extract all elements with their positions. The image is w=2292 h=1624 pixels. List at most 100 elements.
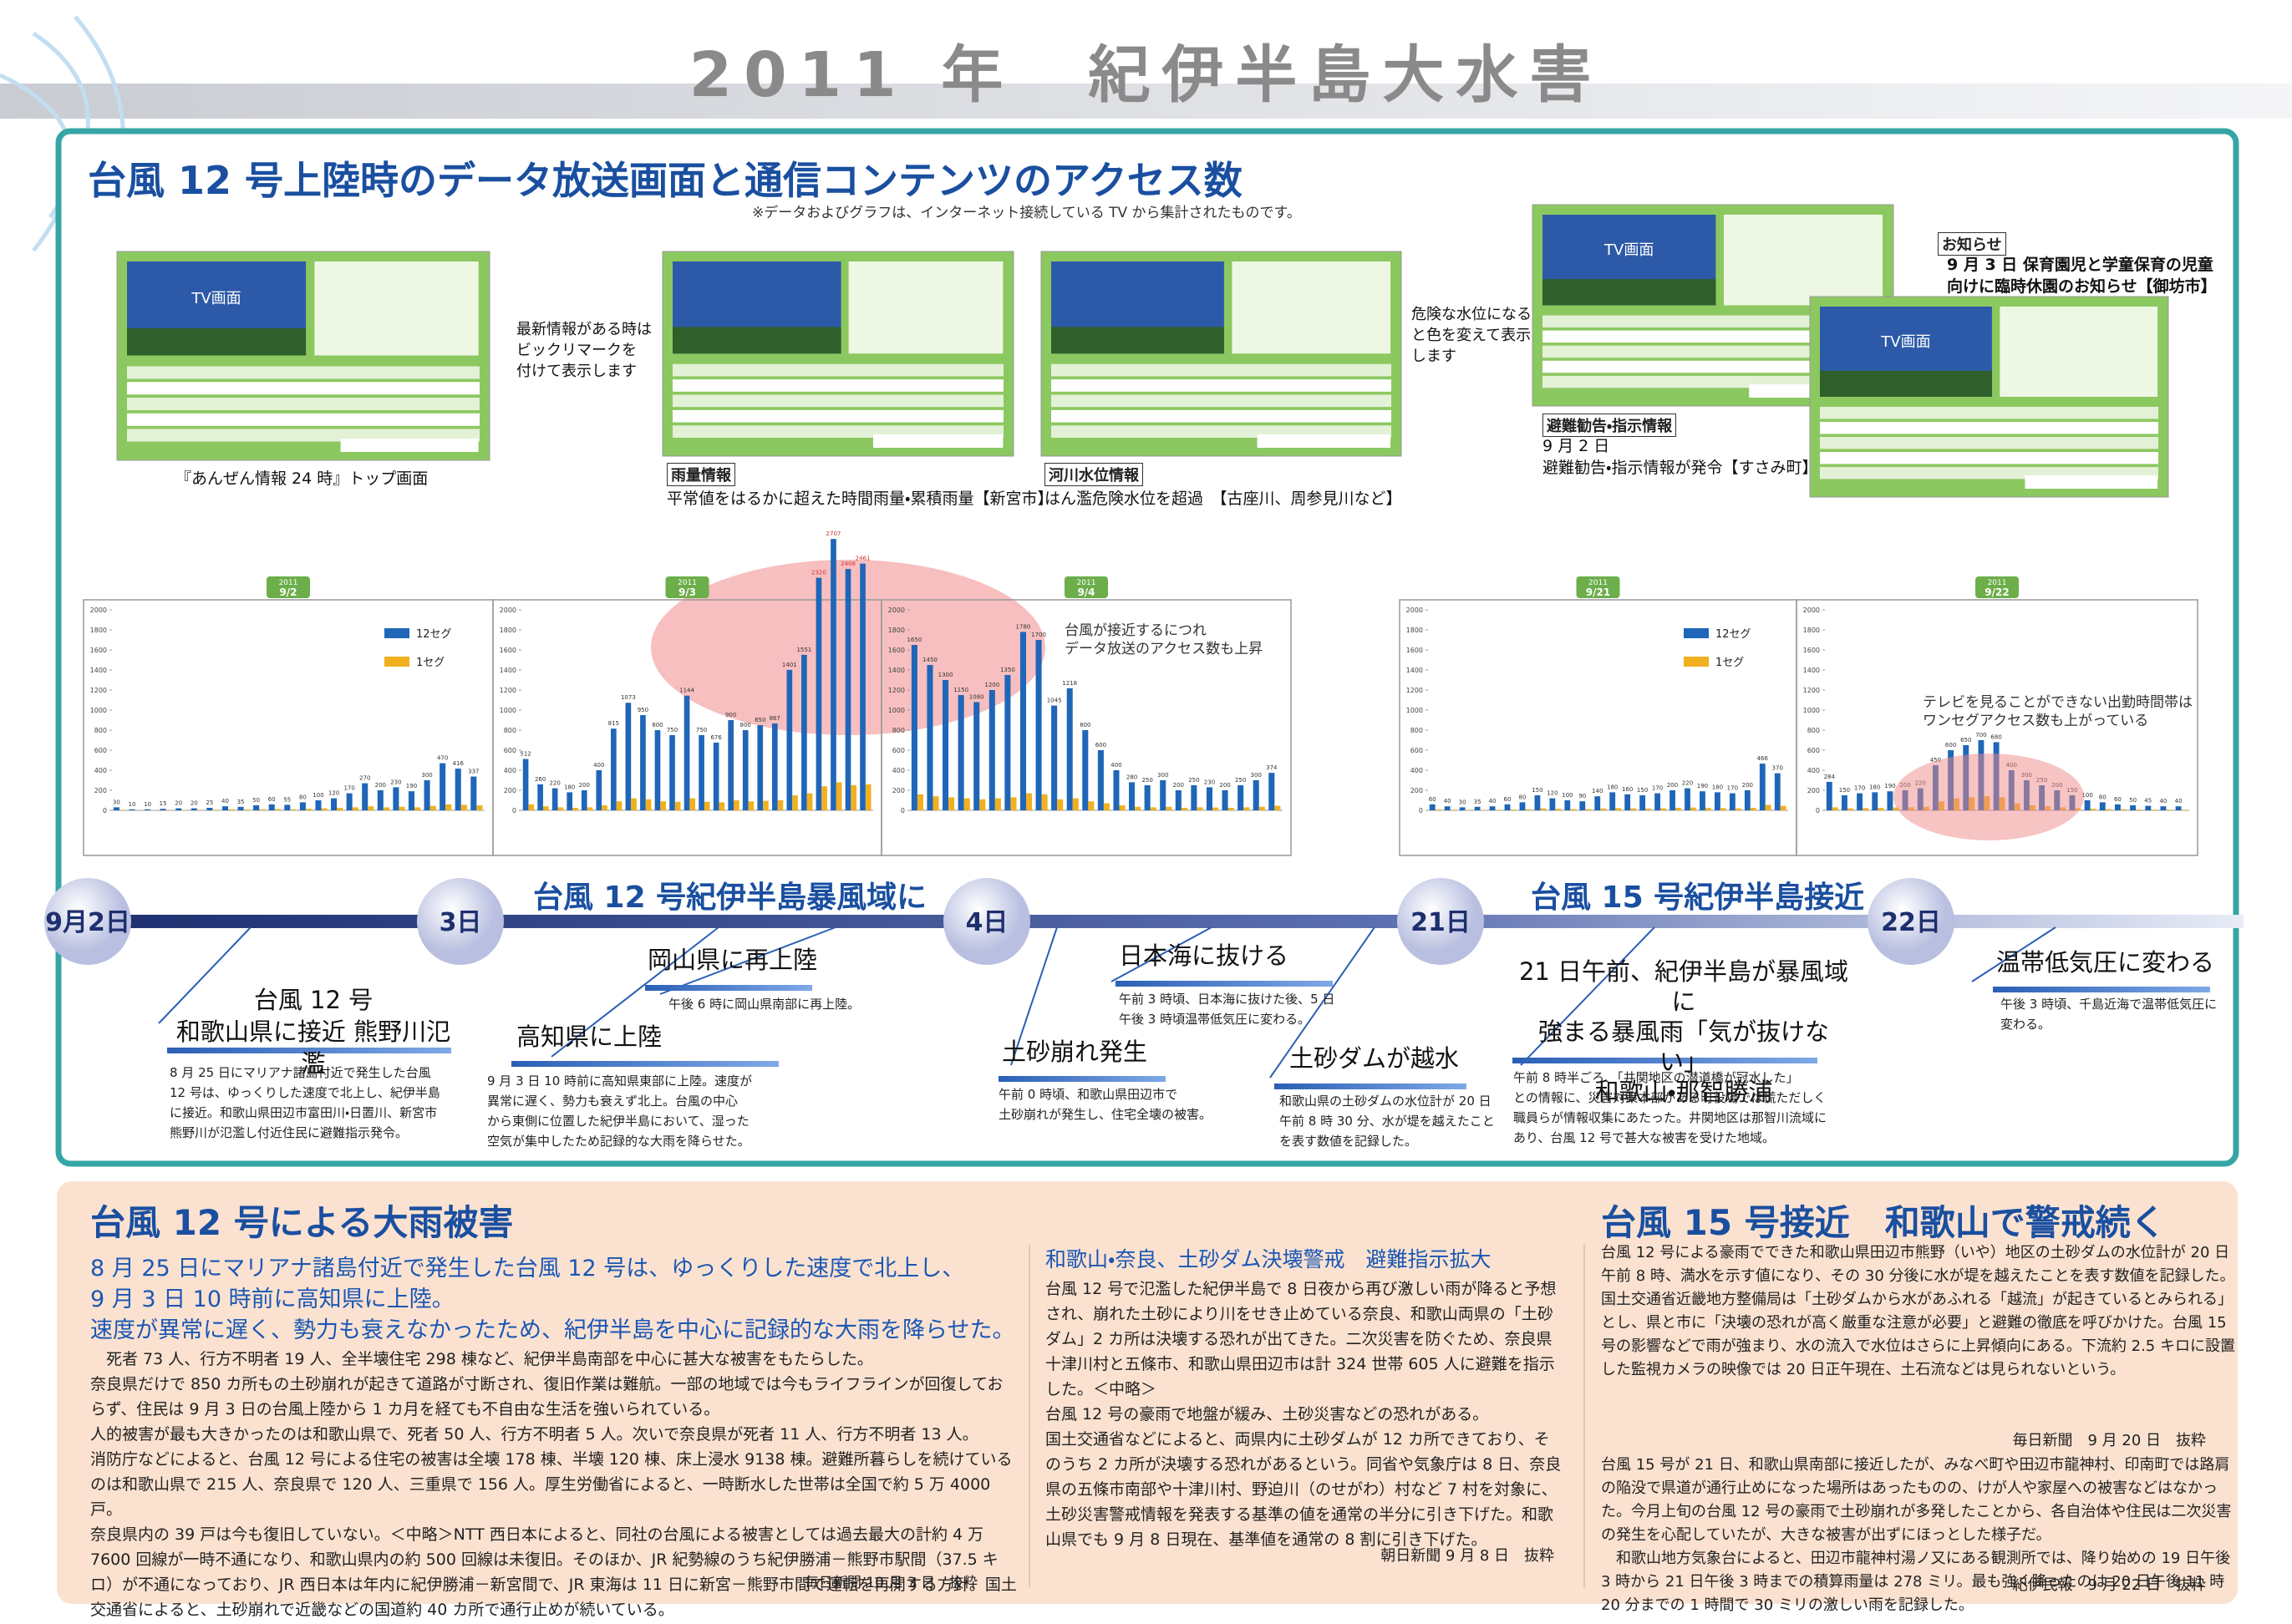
event-text: 午後 6 時に岡山県南部に再上陸。 <box>668 997 861 1012</box>
bar <box>917 794 923 810</box>
tv-ground <box>673 327 841 354</box>
bar <box>1735 808 1741 810</box>
bar <box>2105 809 2112 810</box>
bar <box>1579 801 1586 810</box>
value-label: 35 <box>1474 799 1481 805</box>
value-label: 2707 <box>826 530 841 537</box>
bar <box>1097 750 1104 810</box>
event-title: 日本海に抜ける <box>1119 941 1289 970</box>
bar <box>1450 809 1456 810</box>
bar <box>1253 780 1259 810</box>
bar <box>1459 807 1466 810</box>
value-label: 1080 <box>969 693 984 700</box>
menu-row <box>1820 407 2158 419</box>
y-tick-label: 400 <box>94 767 107 774</box>
value-label: 1144 <box>679 688 694 694</box>
bar <box>1088 801 1095 810</box>
event-title: 高知県に上陸 <box>516 1023 663 1051</box>
value-label: 200 <box>1742 782 1753 789</box>
bar <box>748 801 755 810</box>
y-tick-label: 400 <box>1807 767 1820 774</box>
menu-row <box>127 398 480 410</box>
y-tick-label: 1200 <box>1406 687 1423 694</box>
value-label: 250 <box>1235 777 1246 784</box>
event-title: 温帯低気圧に変わる <box>1996 948 2215 977</box>
bar <box>660 801 666 810</box>
value-label: 1218 <box>1062 680 1077 687</box>
bar <box>1489 806 1496 810</box>
y-tick-label: 1600 <box>1406 647 1423 654</box>
value-label: 170 <box>343 785 354 792</box>
legend-label: 12セグ <box>416 628 452 641</box>
y-tick-label: 1400 <box>500 667 516 674</box>
event-title: 岡山県に再上陸 <box>648 946 818 974</box>
bar <box>1759 764 1766 810</box>
bar <box>2084 800 2091 810</box>
bar <box>1639 795 1646 810</box>
value-label: 50 <box>2129 797 2137 804</box>
bar <box>551 788 558 810</box>
chart-annotation: 台風が接近するにつれ データ放送のアクセス数も上昇 <box>1065 622 1263 657</box>
y-tick-label: 800 <box>1807 727 1820 734</box>
bar <box>786 669 793 810</box>
value-label: 260 <box>535 776 546 783</box>
bar <box>346 793 353 810</box>
value-label: 250 <box>1141 777 1152 784</box>
bar <box>305 809 312 810</box>
bar <box>414 807 421 810</box>
bar <box>2181 809 2188 810</box>
value-label: 300 <box>1251 772 1262 779</box>
bar <box>1615 808 1621 810</box>
bar <box>119 809 125 810</box>
date-circle <box>417 878 504 965</box>
y-tick-label: 0 <box>1816 807 1820 815</box>
value-label: 60 <box>2114 796 2122 803</box>
bar <box>763 800 769 810</box>
bar <box>259 809 266 810</box>
value-label: 680 <box>1990 733 2001 740</box>
date-year: 2011 <box>1588 579 1608 587</box>
value-label: 120 <box>328 790 339 797</box>
footer-bar <box>340 439 479 452</box>
title-band <box>0 84 2292 119</box>
side-note: 最新情報がある時は ビックリマークを 付けて表示します <box>516 321 652 380</box>
value-label: 1401 <box>782 662 797 668</box>
charts: 20119/2020040060080010001200140016001800… <box>83 530 2198 856</box>
date-text: 9月2日 <box>45 908 130 937</box>
bar <box>221 806 229 810</box>
bar <box>933 796 939 810</box>
tv-ground <box>1542 279 1716 306</box>
info-panel <box>1232 261 1391 354</box>
date-year: 2011 <box>279 579 298 587</box>
value-label: 190 <box>1884 783 1895 789</box>
bar <box>377 790 384 810</box>
underlines <box>167 981 2210 1089</box>
bar <box>1237 785 1244 810</box>
legend-label: 12セグ <box>1715 628 1751 641</box>
bar <box>1780 805 1786 810</box>
bar <box>958 695 964 810</box>
value-label: 650 <box>1960 737 1971 743</box>
value-label: 800 <box>740 722 751 728</box>
bar <box>393 787 399 810</box>
value-label: 2461 <box>856 556 871 562</box>
bar <box>1243 807 1250 810</box>
date-tag <box>1065 576 1108 598</box>
y-tick-label: 2000 <box>90 606 107 614</box>
bar <box>1555 809 1562 810</box>
value-label: 600 <box>1095 742 1106 749</box>
bar <box>424 780 430 810</box>
bar <box>994 798 1001 810</box>
bar <box>831 539 836 810</box>
bar <box>1564 800 1571 810</box>
value-label: 1780 <box>1016 623 1031 630</box>
value-label: 140 <box>1592 788 1603 794</box>
value-label: 450 <box>1930 757 1941 764</box>
value-label: 180 <box>1869 784 1880 790</box>
bar <box>2166 809 2173 810</box>
tv-label: TV画面 <box>1603 241 1654 259</box>
bar <box>821 786 827 810</box>
article-title: 台風 12 号による大雨被害 <box>90 1202 514 1243</box>
bar <box>851 785 857 810</box>
bar <box>674 801 681 810</box>
